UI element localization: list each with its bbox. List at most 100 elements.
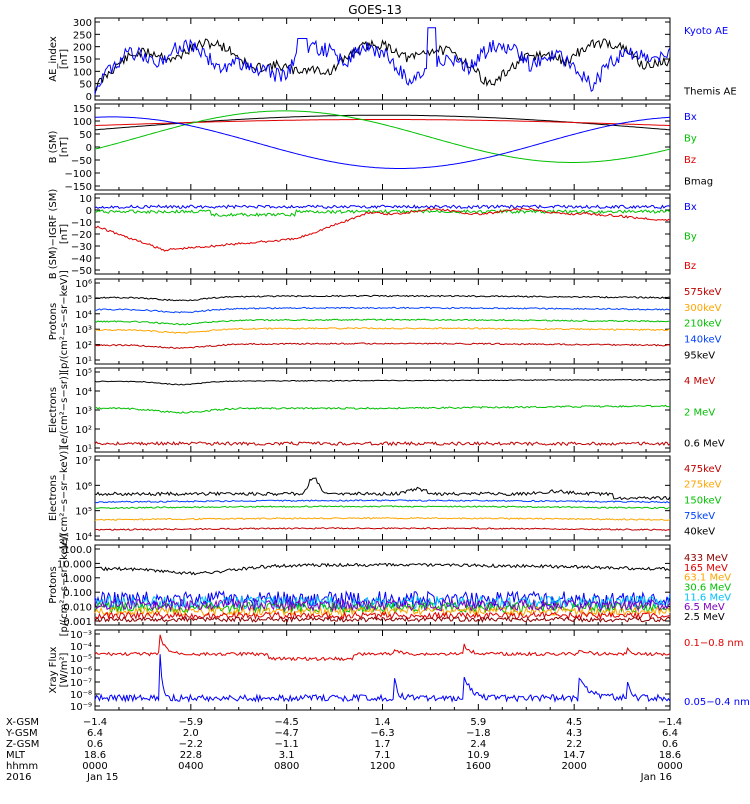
legend-label: Bmag (684, 176, 713, 187)
x-axis-value: 4.3 (566, 728, 582, 739)
electron-kev-line (94, 527, 671, 532)
chart-title: GOES-13 (348, 3, 402, 17)
legend-label: By (684, 133, 697, 144)
x-axis-value: 0400 (178, 761, 203, 772)
y-tick-label: 10⁻⁶ (70, 666, 92, 677)
y-tick-label: 150 (73, 104, 92, 115)
x-axis-value: Jan 16 (640, 772, 672, 783)
x-axis-row-label: Y-GSM (5, 728, 38, 739)
y-tick-label: 0.001 (63, 617, 92, 628)
y-axis-label: Protons (48, 566, 59, 603)
electron-kev-line (94, 499, 670, 504)
y-tick-label: −50 (71, 266, 92, 277)
legend-label: 0.05−0.4 nm (684, 697, 750, 708)
x-axis-value: −4.5 (275, 717, 299, 728)
legend-label: 30.6 MeV (684, 582, 731, 593)
kyoto-ae-line (94, 27, 671, 95)
x-axis-value: −1.4 (83, 717, 107, 728)
y-tick-label: 10⁴ (75, 532, 92, 543)
y-tick-label: 10³ (75, 406, 92, 417)
y-tick-label: 300 (73, 18, 92, 29)
y-tick-label: −150 (65, 182, 92, 193)
y-tick-label: 10⁻⁴ (70, 642, 92, 653)
proton-high-band (94, 605, 671, 617)
x-axis-row-label: Z-GSM (6, 739, 39, 750)
y-tick-label: 100.0 (63, 545, 92, 556)
proton-high-band (94, 615, 671, 624)
x-axis-value: 6.4 (87, 728, 103, 739)
x-axis-value: 0000 (657, 761, 682, 772)
legend-label: 575keV (684, 287, 722, 298)
proton-low-line (94, 318, 671, 326)
legend-label: 0.6 MeV (684, 439, 725, 450)
panel-frame (94, 103, 671, 191)
legend-label: 6.5 MeV (684, 602, 725, 613)
panel-protons_high: 100.0 10.000 1.000 0.100 0.010 0.001 Protons [p… (48, 534, 731, 637)
y-tick-label: 10⁵ (75, 507, 92, 518)
y-tick-label: 10⁷ (75, 456, 92, 467)
x-axis-value: −4.7 (275, 728, 299, 739)
y-tick-label: 10 (79, 194, 92, 205)
x-axis-value: 0.6 (662, 739, 678, 750)
x-axis-row-label: X-GSM (6, 717, 39, 728)
x-axis-value: −1.4 (658, 717, 682, 728)
electron-kev-line (94, 516, 671, 521)
y-axis-label: B (SM) (48, 130, 59, 163)
y-axis-label: [p/(cm²−s−sr−keV)] (59, 270, 70, 373)
proton-low-line (94, 327, 671, 334)
x-axis-value: 10.9 (467, 750, 489, 761)
legend-label: 95keV (684, 350, 715, 361)
y-axis-label: B (SM)−IGRF (SM) (48, 189, 59, 280)
y-tick-label: 100 (73, 117, 92, 128)
panel-frame (94, 629, 671, 711)
panel-frame (94, 278, 671, 365)
x-axis-value: 3.1 (279, 750, 295, 761)
y-axis-label: Electrons (48, 475, 59, 521)
electron-kev-line (94, 505, 671, 510)
y-axis-label: Xray Flux (48, 646, 59, 693)
x-axis-row-label: hhmm (6, 761, 38, 772)
electron-4mev-line (94, 440, 671, 447)
y-axis-label: [p/(cm²−s−sr−keV)] (59, 534, 70, 637)
themis-ae-line (94, 38, 671, 91)
y-tick-label: −50 (71, 156, 92, 167)
y-tick-label: 0 (86, 92, 92, 103)
x-axis-value: 0.6 (87, 739, 103, 750)
x-axis-value: −5.9 (179, 717, 203, 728)
panel-bigrf: 100−10−20−30−40−50 B (SM)−IGRF (SM) [nT] Bx… (48, 189, 697, 280)
legend-label: 2 MeV (684, 407, 715, 418)
y-tick-label: 10⁴ (75, 387, 92, 398)
legend-label: Bz (684, 155, 696, 166)
y-tick-label: 10¹ (75, 444, 92, 455)
y-tick-label: 50 (79, 80, 92, 91)
y-tick-label: 10.000 (57, 559, 92, 570)
proton-low-line (94, 342, 671, 350)
x-axis-table: X-GSM −1.4 −5.9 −4.5 1.4 5.9 4.5 −1.4 Y-GSM 6.4 2.… (5, 717, 683, 783)
legend-label: 275keV (684, 480, 722, 491)
y-axis-label: [nT] (59, 224, 70, 244)
y-tick-label: 10² (75, 341, 92, 352)
y-tick-label: 0.100 (63, 588, 92, 599)
y-tick-label: 10⁻⁸ (70, 690, 92, 701)
x-axis-value: 14.7 (563, 750, 585, 761)
x-axis-value: 7.1 (375, 750, 391, 761)
x-axis-value: 0000 (82, 761, 107, 772)
electron-06mev-line (94, 378, 671, 386)
legend-label: 40keV (684, 527, 715, 538)
y-tick-label: −10 (71, 218, 92, 229)
legend-label: Themis AE (683, 87, 737, 98)
legend-label: By (684, 231, 697, 242)
panel-bsm: 150 100 50 0 −50 −100 −150 B (SM) [nT] Bx By Bz Bmag (48, 103, 713, 193)
y-axis-label: AE_index (48, 36, 59, 82)
panel-electrons_mev: 10⁵ 10⁴ 10³ 10² 10¹ Electrons [e/(cm²−s−sr)] 4 … (48, 367, 725, 455)
y-axis-label: Electrons (48, 387, 59, 433)
legend-label: 433 MeV (684, 553, 728, 564)
y-tick-label: 10² (75, 425, 92, 436)
x-axis-value: 2.2 (566, 739, 582, 750)
bz-diff-line (94, 207, 671, 252)
legend-label: 210keV (684, 319, 722, 330)
xray-short-line (94, 654, 671, 704)
